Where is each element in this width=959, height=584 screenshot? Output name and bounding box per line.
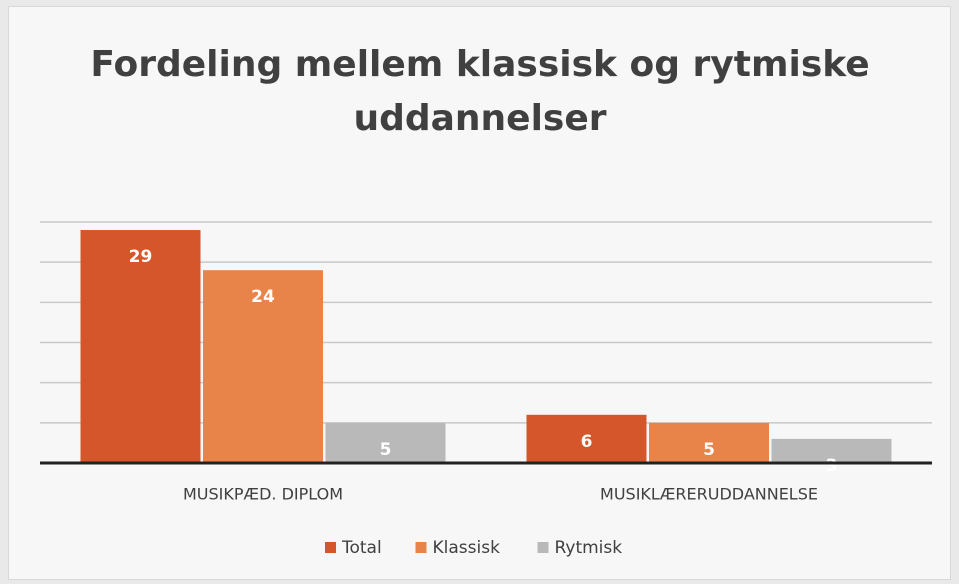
legend-label: Klassisk	[433, 538, 501, 558]
bar	[325, 422, 446, 463]
bar	[771, 438, 892, 463]
bar	[203, 270, 323, 463]
bar	[80, 230, 201, 463]
data-label: 5	[703, 440, 715, 460]
data-label: 29	[129, 247, 153, 267]
legend-swatch	[537, 542, 549, 553]
x-tick-label: MUSIKLÆRERUDDANNELSE	[600, 485, 818, 504]
data-label: 6	[581, 432, 593, 452]
data-label: 24	[251, 287, 275, 307]
x-tick-label: MUSIKPÆD. DIPLOM	[183, 485, 343, 504]
bar	[649, 422, 769, 463]
chart-title: Fordeling mellem klassisk og rytmiske ud…	[90, 44, 870, 139]
data-label: 3	[826, 456, 838, 476]
legend-swatch	[325, 542, 336, 553]
legend-swatch	[415, 542, 427, 553]
data-label: 5	[380, 440, 392, 460]
legend-label: Total	[341, 538, 382, 558]
legend-label: Rytmisk	[555, 538, 623, 558]
bar	[526, 414, 647, 463]
